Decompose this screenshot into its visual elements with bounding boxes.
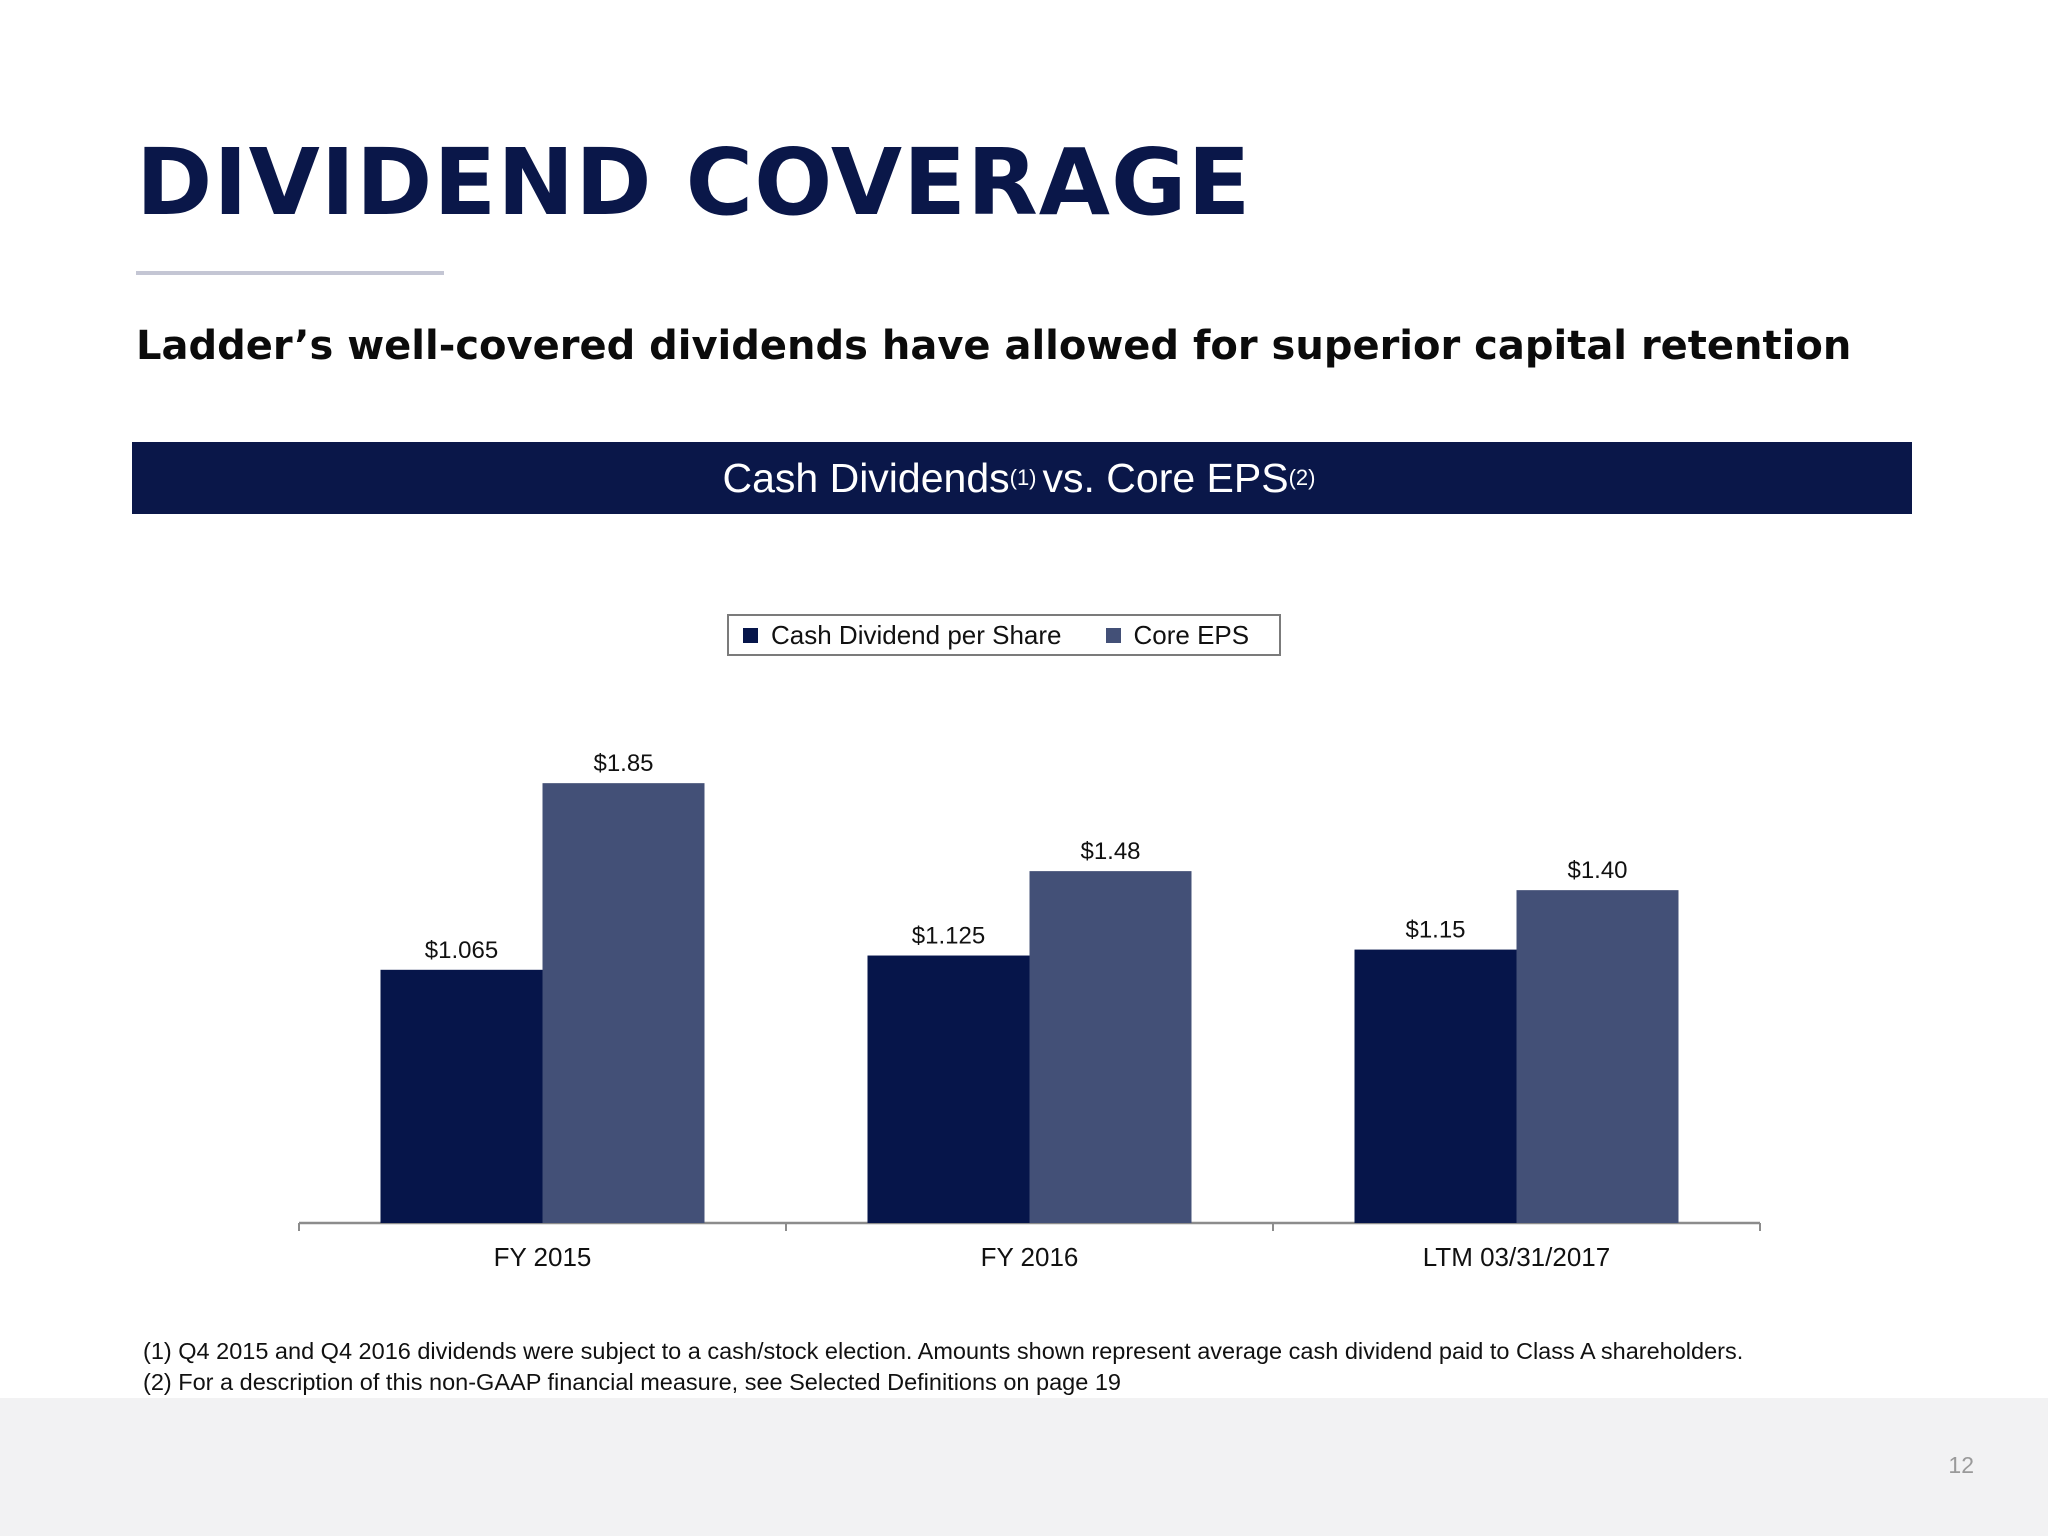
banner-text-core-eps: vs. Core EPS: [1042, 454, 1289, 501]
bar-cash-dividend: [867, 955, 1030, 1223]
footnote-1: (1) Q4 2015 and Q4 2016 dividends were s…: [143, 1338, 1744, 1364]
legend-item-cash-dividend: Cash Dividend per Share: [743, 620, 1062, 651]
bar-cash-dividend: [380, 969, 543, 1223]
slide-title: DIVIDEND COVERAGE: [136, 129, 1252, 236]
slide-subtitle: Ladder’s well-covered dividends have all…: [136, 323, 1852, 369]
data-label: $1.15: [1405, 917, 1465, 944]
banner-footnote-ref-1: (1): [1009, 465, 1037, 490]
footnote-2: (2) For a description of this non-GAAP f…: [143, 1369, 1121, 1395]
legend-label-cash-dividend: Cash Dividend per Share: [771, 619, 1062, 650]
data-label: $1.065: [425, 937, 498, 964]
bar-core-eps: [1029, 871, 1192, 1223]
x-tick-label: LTM 03/31/2017: [1423, 1242, 1610, 1272]
bar-chart: $1.065 $1.85 FY 2015 $1.125 $1.48 FY 2016 $1.1…: [298, 750, 1761, 1272]
footer-band: [0, 1398, 2048, 1536]
chart-legend: Cash Dividend per Share Core EPS: [727, 614, 1281, 656]
data-label: $1.40: [1567, 857, 1627, 884]
legend-item-core-eps: Core EPS: [1105, 619, 1250, 651]
legend-swatch-cash-dividend: [743, 627, 758, 643]
footnotes: (1) Q4 2015 and Q4 2016 dividends were s…: [143, 1336, 1743, 1398]
legend-label-core-eps: Core EPS: [1133, 619, 1250, 650]
x-tick-label: FY 2016: [981, 1242, 1079, 1272]
page-number: 12: [1948, 1452, 1974, 1478]
bar-cash-dividend: [1354, 949, 1517, 1223]
x-tick-label: FY 2015: [494, 1242, 592, 1272]
title-underline: [136, 271, 444, 275]
bar-core-eps: [1516, 890, 1679, 1223]
data-label: $1.85: [593, 750, 653, 777]
data-label: $1.125: [912, 923, 985, 950]
banner-text-cash-dividends: Cash Dividends: [722, 454, 1010, 501]
legend-swatch-core-eps: [1105, 627, 1121, 643]
data-label: $1.48: [1080, 838, 1140, 865]
bar-core-eps: [542, 783, 705, 1223]
banner-footnote-ref-2: (2): [1288, 465, 1316, 490]
chart-title-banner: Cash Dividends (1) vs. Core EPS (2): [132, 442, 1912, 514]
